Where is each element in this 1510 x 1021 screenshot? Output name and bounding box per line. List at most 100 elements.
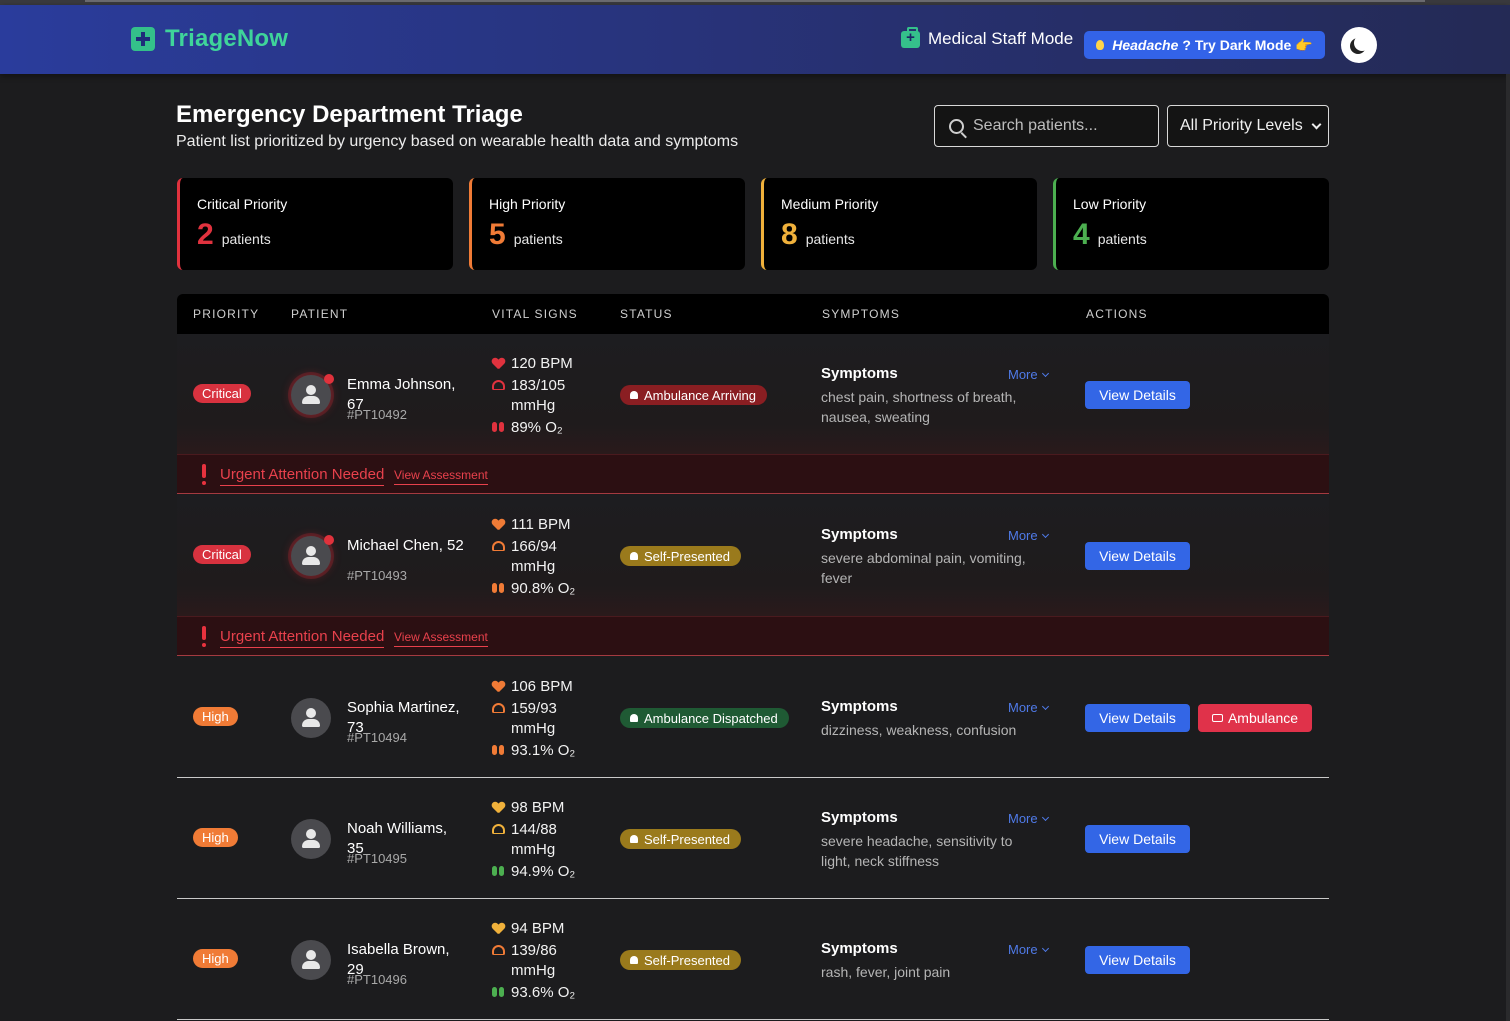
theme-toggle-button[interactable] (1341, 27, 1377, 63)
view-assessment-link[interactable]: View Assessment (394, 468, 488, 485)
dark-tip-italic: Headache (1112, 37, 1179, 53)
table-row[interactable]: High Sophia Martinez, 73 #PT10494 106 BP… (177, 657, 1329, 778)
ambulance-label: Ambulance (1227, 710, 1299, 726)
user-icon-body (302, 840, 320, 848)
symptoms-text: severe abdominal pain, vomiting, fever (821, 550, 1026, 586)
urgent-attention-bar: Urgent Attention Needed View Assessment (177, 616, 1329, 656)
urgent-attention-text[interactable]: Urgent Attention Needed (220, 628, 385, 648)
patient-id: #PT10492 (347, 407, 407, 422)
patient-id: #PT10495 (347, 851, 407, 866)
exclamation-icon (202, 626, 206, 648)
more-toggle[interactable]: More (1008, 942, 1049, 957)
staff-mode-indicator[interactable]: Medical Staff Mode (901, 26, 1073, 49)
symptoms-heading: Symptoms (821, 698, 898, 715)
heart-icon (492, 519, 505, 531)
alert-dot-icon (324, 535, 334, 545)
status-text: Self-Presented (644, 952, 730, 968)
lungs-icon (492, 987, 505, 997)
status-icon (630, 714, 638, 722)
patient-name[interactable]: Isabella Brown, 29 (347, 941, 450, 978)
view-details-button[interactable]: View Details (1085, 704, 1190, 732)
priority-filter-select[interactable]: All Priority Levels (1167, 105, 1329, 147)
blood-pressure: 166/94 mmHg (511, 538, 557, 575)
more-label: More (1008, 528, 1038, 543)
priority-card[interactable]: Critical Priority 2 patients (177, 178, 453, 270)
view-details-button[interactable]: View Details (1085, 825, 1190, 853)
lungs-icon (492, 745, 505, 755)
gauge-icon (492, 541, 505, 551)
patient-name[interactable]: Emma Johnson, 67 (347, 376, 456, 413)
col-symptoms[interactable]: SYMPTOMS (822, 307, 901, 321)
chevron-down-icon (1041, 944, 1049, 952)
lungs-icon (492, 866, 505, 876)
status-badge: Self-Presented (620, 829, 741, 849)
card-label: patients (221, 231, 271, 247)
heart-icon (492, 923, 505, 935)
avatar (291, 940, 331, 980)
oxygen-saturation: 89% O₂ (511, 419, 563, 436)
lightbulb-icon (1096, 40, 1105, 50)
logo-text: TriageNow (165, 25, 289, 52)
priority-card[interactable]: Medium Priority 8 patients (761, 178, 1037, 270)
blood-pressure: 139/86 mmHg (511, 942, 557, 979)
view-assessment-link[interactable]: View Assessment (394, 630, 488, 647)
more-toggle[interactable]: More (1008, 528, 1049, 543)
user-icon-body (302, 719, 320, 727)
logo[interactable]: TriageNow (131, 25, 288, 53)
user-icon-body (302, 557, 320, 565)
exclamation-icon (202, 464, 206, 486)
dark-mode-tip-button[interactable]: Headache? Try Dark Mode 👉 (1084, 31, 1325, 59)
col-priority[interactable]: PRIORITY (193, 307, 260, 321)
chevron-down-icon (1041, 813, 1049, 821)
ambulance-button[interactable]: Ambulance (1198, 704, 1312, 732)
more-toggle[interactable]: More (1008, 811, 1049, 826)
user-icon-head (306, 385, 316, 395)
search-input[interactable] (973, 117, 1143, 135)
user-icon-head (306, 708, 316, 718)
vital-signs: 111 BPM 166/94 mmHg 90.8% O₂ (492, 515, 602, 601)
lungs-icon (492, 583, 505, 593)
table-row[interactable]: Critical Michael Chen, 52 #PT10493 111 B… (177, 495, 1329, 616)
card-count: 4 (1073, 218, 1090, 251)
oxygen-saturation: 90.8% O₂ (511, 580, 576, 597)
search-box[interactable] (934, 105, 1159, 147)
table-row[interactable]: Critical Emma Johnson, 67 #PT10492 120 B… (177, 334, 1329, 455)
priority-card[interactable]: High Priority 5 patients (469, 178, 745, 270)
lungs-icon (492, 422, 505, 432)
chevron-down-icon (1041, 702, 1049, 710)
blood-pressure: 144/88 mmHg (511, 821, 557, 858)
status-badge: Self-Presented (620, 546, 741, 566)
heart-rate: 98 BPM (511, 799, 565, 816)
col-vitals[interactable]: VITAL SIGNS (492, 307, 578, 321)
urgent-attention-text[interactable]: Urgent Attention Needed (220, 466, 385, 486)
symptoms-text: severe headache, sensitivity to light, n… (821, 833, 1013, 869)
vital-signs: 94 BPM 139/86 mmHg 93.6% O₂ (492, 919, 602, 1005)
patient-name[interactable]: Sophia Martinez, 73 (347, 699, 460, 736)
priority-badge: Critical (193, 384, 251, 403)
table-row[interactable]: High Noah Williams, 35 #PT10495 98 BPM 1… (177, 778, 1329, 899)
gauge-icon (492, 380, 505, 390)
status-text: Ambulance Arriving (644, 387, 756, 403)
table-row[interactable]: High Isabella Brown, 29 #PT10496 94 BPM … (177, 899, 1329, 1020)
view-details-button[interactable]: View Details (1085, 946, 1190, 974)
col-status[interactable]: STATUS (620, 307, 673, 321)
oxygen-saturation: 93.6% O₂ (511, 984, 576, 1001)
status-badge: Ambulance Dispatched (620, 708, 789, 728)
view-details-button[interactable]: View Details (1085, 542, 1190, 570)
col-patient[interactable]: PATIENT (291, 307, 349, 321)
more-toggle[interactable]: More (1008, 700, 1049, 715)
user-icon-head (306, 950, 316, 960)
priority-card[interactable]: Low Priority 4 patients (1053, 178, 1329, 270)
card-label: patients (513, 231, 563, 247)
scrollbar-track[interactable] (1506, 74, 1510, 1021)
heart-rate: 120 BPM (511, 355, 573, 372)
more-toggle[interactable]: More (1008, 367, 1049, 382)
view-details-button[interactable]: View Details (1085, 381, 1190, 409)
gauge-icon (492, 945, 505, 955)
heart-icon (492, 358, 505, 370)
status-text: Self-Presented (644, 548, 730, 564)
col-actions[interactable]: ACTIONS (1086, 307, 1148, 321)
patient-name[interactable]: Noah Williams, 35 (347, 820, 448, 857)
patient-name[interactable]: Michael Chen, 52 (347, 537, 464, 554)
symptoms-text: chest pain, shortness of breath, nausea,… (821, 389, 1017, 425)
